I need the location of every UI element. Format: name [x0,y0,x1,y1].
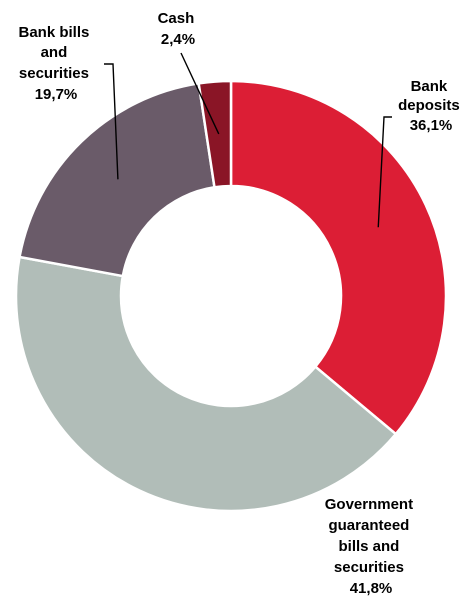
label-bank-deposits: Bank deposits 36,1% [398,78,464,134]
leader-line-bank-deposits [377,116,392,228]
label-government-line-1: Government [325,496,413,513]
leader-line-cash [180,52,220,135]
leader-lines [104,52,392,228]
label-cash: Cash 2,4% [158,10,199,48]
label-government-guaranteed: Government guaranteed bills and securiti… [325,496,418,597]
slice-government-guaranteed [14,255,398,513]
label-bank-bills-line-1: Bank bills [18,24,89,41]
label-government-line-4: securities [334,559,404,576]
donut-slices [14,79,448,513]
slice-bank-deposits [229,79,448,436]
value-bank-bills: 19,7% [35,86,78,103]
label-bank-bills-line-2: and [41,44,68,61]
label-bank-bills-line-3: securities [19,65,89,82]
label-cash-line-1: Cash [158,10,195,27]
value-cash: 2,4% [161,31,195,48]
value-bank-deposits: 36,1% [410,117,453,134]
leader-line-bank-bills [104,63,119,180]
slice-bank-bills [18,82,216,278]
label-bank-deposits-line-2: deposits [398,97,460,114]
label-government-line-2: guaranteed [328,517,409,534]
label-bank-bills: Bank bills and securities 19,7% [18,24,93,103]
label-government-line-3: bills and [338,538,399,555]
value-government-guaranteed: 41,8% [350,580,393,597]
label-bank-deposits-line-1: Bank [411,78,448,95]
